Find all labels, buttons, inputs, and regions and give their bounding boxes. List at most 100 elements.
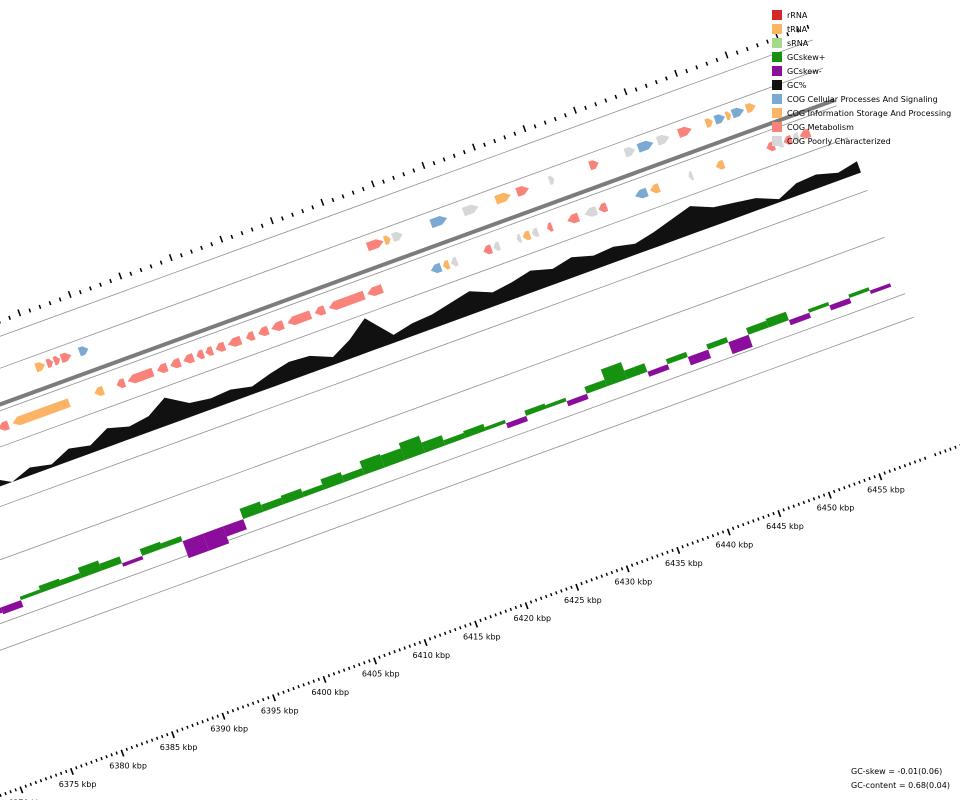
cog-feature-metabolism xyxy=(258,325,270,337)
cog-feature-metabolism xyxy=(547,222,554,232)
cog-feature-metabolism xyxy=(598,202,609,213)
scale-label: 6415 kbp xyxy=(463,633,501,642)
scale-minor-tick xyxy=(433,635,437,639)
scale-minor-tick xyxy=(711,534,715,538)
gc-skew-positive-bar xyxy=(765,311,789,328)
scale-minor-tick xyxy=(368,659,371,663)
gc-skew-negative-bar xyxy=(0,607,3,614)
gc-skew-positive-bar xyxy=(320,472,345,490)
scale-minor-tick xyxy=(646,557,649,562)
legend-label: COG Metabolism xyxy=(787,122,854,132)
scale-minor-tick xyxy=(565,587,568,591)
scale-minor-tick xyxy=(499,611,502,615)
gc-skew-negative-bar xyxy=(223,519,247,537)
cog-feature-poorly xyxy=(584,206,599,217)
outer-tick xyxy=(654,79,658,85)
scale-minor-tick xyxy=(140,742,144,746)
scale-label: 6380 kbp xyxy=(109,762,147,771)
scale-label: 6455 kbp xyxy=(867,485,905,494)
scale-minor-tick xyxy=(342,668,346,672)
scale-minor-tick xyxy=(216,714,219,718)
gc-content-area xyxy=(0,161,861,487)
scale-minor-tick xyxy=(908,462,912,466)
cog-feature-metabolism xyxy=(59,352,72,363)
gc-skew-positive-bar xyxy=(77,560,102,578)
scale-minor-tick xyxy=(661,552,664,556)
scale-minor-tick xyxy=(95,758,98,763)
scale-minor-tick xyxy=(302,683,305,687)
scale-minor-tick xyxy=(913,460,917,464)
scale-major-tick xyxy=(726,528,731,536)
cog-feature-metabolism xyxy=(45,358,53,369)
cog-feature-information xyxy=(650,183,661,194)
outer-tick xyxy=(139,267,143,273)
scale-minor-tick xyxy=(883,471,886,475)
scale-minor-tick xyxy=(196,721,199,726)
scale-minor-tick xyxy=(4,791,7,796)
scale-minor-tick xyxy=(949,447,952,451)
outer-tick xyxy=(695,65,699,70)
track-guide-line xyxy=(0,67,824,369)
legend-swatch xyxy=(772,80,782,90)
scale-major-tick xyxy=(575,583,580,591)
gc-skew-negative-bar xyxy=(182,533,209,559)
outer-tick xyxy=(533,124,537,129)
scale-label: 6400 kbp xyxy=(311,688,349,697)
scale-major-tick xyxy=(120,749,125,757)
outer-tick xyxy=(200,245,203,251)
cog-feature-metabolism xyxy=(246,331,256,341)
outer-tick-ring xyxy=(0,24,810,324)
scale-minor-tick xyxy=(34,780,38,785)
scale-minor-tick xyxy=(600,574,603,578)
outer-tick xyxy=(756,43,759,48)
scale-minor-tick xyxy=(580,581,583,586)
outer-tick xyxy=(159,260,163,265)
scale-minor-tick xyxy=(100,756,103,761)
cog-feature-poorly xyxy=(547,175,555,185)
scale-minor-tick xyxy=(853,482,856,486)
scale-label: 6450 kbp xyxy=(817,504,855,513)
gc-content-stat: GC-content = 0.68(0.04) xyxy=(851,781,950,790)
scale-minor-tick xyxy=(125,747,129,752)
scale-minor-tick xyxy=(312,679,315,683)
scale-minor-tick xyxy=(868,476,871,481)
outer-tick xyxy=(331,197,335,203)
scale-minor-tick xyxy=(257,699,260,704)
scale-major-tick xyxy=(878,473,883,481)
track-guide-line xyxy=(0,293,906,625)
legend-label: COG Poorly Characterized xyxy=(787,136,891,146)
outer-tick xyxy=(301,208,305,214)
scale-minor-tick xyxy=(408,644,411,648)
scale-minor-tick xyxy=(403,646,406,650)
scale-minor-tick xyxy=(110,753,113,757)
cog-feature-poorly xyxy=(688,171,695,181)
scale-minor-tick xyxy=(469,622,472,626)
track-guide-line xyxy=(0,236,885,561)
legend-item-trna: tRNA xyxy=(772,22,951,36)
gc-skew-negative-bar xyxy=(829,298,852,311)
outer-tick xyxy=(190,249,193,254)
cog-feature-metabolism xyxy=(0,420,10,431)
gc-skew-positive-bar xyxy=(807,302,830,313)
outer-tick xyxy=(584,105,587,111)
scale-major-tick xyxy=(19,786,24,794)
cog-feature-poorly xyxy=(655,134,670,146)
scale-minor-tick xyxy=(767,513,770,518)
scale-label: 6375 kbp xyxy=(59,780,97,789)
scale-minor-tick xyxy=(449,629,452,634)
gc-skew-positive-bar xyxy=(545,397,567,409)
outer-tick xyxy=(806,24,810,29)
scale-minor-tick xyxy=(363,661,366,665)
outer-tick xyxy=(67,290,72,298)
legend-label: rRNA xyxy=(787,10,808,20)
scale-minor-tick xyxy=(514,605,518,610)
scale-label: 6395 kbp xyxy=(261,706,299,715)
cog-feature-poorly xyxy=(461,204,479,217)
gc-skew-positive-bar xyxy=(584,379,607,394)
scale-minor-tick xyxy=(282,690,285,694)
scale-minor-tick xyxy=(327,674,331,678)
scale-minor-tick xyxy=(115,751,118,755)
scale-label: 6405 kbp xyxy=(362,670,400,679)
scale-minor-tick xyxy=(615,569,619,573)
cog-feature-information xyxy=(704,118,713,128)
